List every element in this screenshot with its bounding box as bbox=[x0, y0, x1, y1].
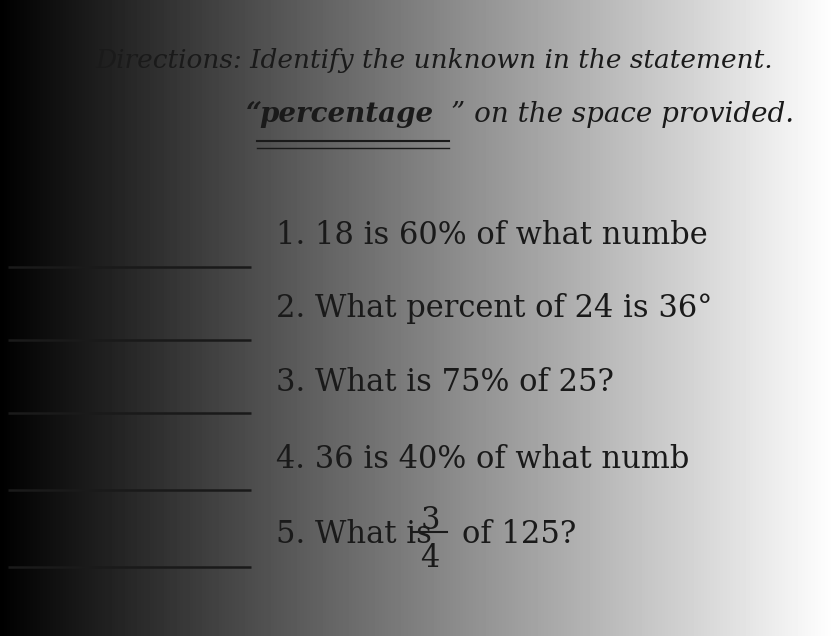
Text: ” on the space provided.: ” on the space provided. bbox=[451, 101, 794, 128]
Text: 3. What is 75% of 25?: 3. What is 75% of 25? bbox=[276, 368, 614, 398]
Text: 5. What is: 5. What is bbox=[276, 519, 432, 550]
Text: 4. 36 is 40% of what numb: 4. 36 is 40% of what numb bbox=[276, 444, 689, 474]
Text: 1. 18 is 60% of what numbe: 1. 18 is 60% of what numbe bbox=[276, 220, 707, 251]
Text: 4: 4 bbox=[420, 543, 440, 574]
Text: “: “ bbox=[246, 101, 262, 128]
Text: Directions: Identify the unknown in the statement.: Directions: Identify the unknown in the … bbox=[95, 48, 773, 73]
Text: 2. What percent of 24 is 36°: 2. What percent of 24 is 36° bbox=[276, 293, 712, 324]
Text: percentage: percentage bbox=[259, 101, 433, 128]
Text: 3: 3 bbox=[420, 505, 440, 536]
Text: of 125?: of 125? bbox=[462, 519, 576, 550]
